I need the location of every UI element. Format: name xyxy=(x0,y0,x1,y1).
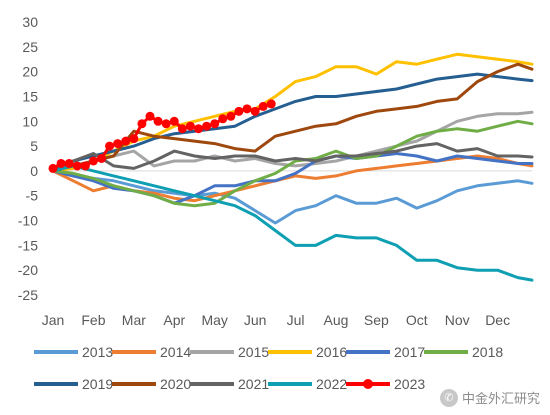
series-point-2023 xyxy=(145,111,155,121)
x-tick-label: Jul xyxy=(287,312,305,328)
y-tick-label: 10 xyxy=(22,113,38,129)
series-point-2023 xyxy=(218,114,228,124)
series-point-2023 xyxy=(80,161,90,171)
series-point-2023 xyxy=(185,121,195,131)
series-point-2023 xyxy=(137,119,147,129)
legend-label-2017: 2017 xyxy=(394,344,425,360)
series-point-2023 xyxy=(88,156,98,166)
legend-label-2020: 2020 xyxy=(160,376,191,392)
series-point-2023 xyxy=(129,134,139,144)
watermark: ✆ 中金外汇研究 xyxy=(439,388,540,407)
x-tick-label: Nov xyxy=(445,312,470,328)
wechat-icon: ✆ xyxy=(439,388,458,407)
y-axis: 30 25 20 15 10 5 0 -5 -10 -15 -20 -25 xyxy=(18,14,38,303)
x-tick-label: Jun xyxy=(244,312,267,328)
series-point-2023 xyxy=(169,116,179,126)
series-point-2023 xyxy=(113,139,123,149)
series-line-2013 xyxy=(51,169,534,225)
x-tick-label: May xyxy=(201,312,227,328)
series-point-2023 xyxy=(105,141,115,151)
y-tick-label: 5 xyxy=(30,138,38,154)
y-tick-label: 20 xyxy=(22,64,38,80)
series-point-2023 xyxy=(250,106,260,116)
series-point-2023 xyxy=(64,158,74,168)
legend-label-2013: 2013 xyxy=(82,344,113,360)
series-line-2021 xyxy=(51,142,534,173)
series-point-2023 xyxy=(210,119,220,129)
series-point-2023 xyxy=(121,136,131,146)
series-point-2023 xyxy=(226,111,236,121)
x-tick-label: Oct xyxy=(406,312,428,328)
series-line-2015 xyxy=(51,110,534,173)
series-point-2023 xyxy=(202,121,212,131)
series-point-2023 xyxy=(97,154,107,163)
legend-label-2015: 2015 xyxy=(238,344,269,360)
y-tick-label: 15 xyxy=(22,88,38,104)
series-point-2023 xyxy=(153,116,163,126)
x-tick-label: Sep xyxy=(364,312,389,328)
x-tick-label: Mar xyxy=(122,312,146,328)
y-tick-label: -15 xyxy=(18,237,38,253)
series-line-2020 xyxy=(51,62,534,173)
y-tick-label: -25 xyxy=(18,287,38,303)
legend: 2013 2014 2015 2016 2017 2018 2019 2020 2021 2022… xyxy=(34,344,503,392)
legend-label-2019: 2019 xyxy=(82,376,113,392)
x-tick-label: Aug xyxy=(323,312,348,328)
series-point-2023 xyxy=(72,161,82,171)
y-tick-label: 25 xyxy=(22,39,38,55)
legend-label-2014: 2014 xyxy=(160,344,191,360)
x-axis: Jan Feb Mar Apr May Jun Jul Aug Sep Oct Nov Dec xyxy=(42,312,510,328)
series-point-2023 xyxy=(266,99,276,109)
series-point-2023 xyxy=(234,106,244,116)
y-tick-label: -20 xyxy=(18,262,38,278)
x-tick-label: Apr xyxy=(163,312,185,328)
series-point-2023 xyxy=(161,119,171,129)
series-layer xyxy=(48,52,534,282)
y-tick-label: 30 xyxy=(22,14,38,30)
series-point-2023 xyxy=(194,124,204,134)
series-point-2023 xyxy=(177,124,187,134)
legend-label-2023: 2023 xyxy=(394,376,425,392)
series-line-2022 xyxy=(51,164,534,282)
watermark-text: 中金外汇研究 xyxy=(461,392,540,407)
y-tick-label: 0 xyxy=(30,163,38,179)
series-point-2023 xyxy=(56,158,66,168)
series-line-2019 xyxy=(51,72,534,173)
legend-label-2021: 2021 xyxy=(238,376,269,392)
x-tick-label: Jan xyxy=(42,312,65,328)
x-tick-label: Feb xyxy=(81,312,105,328)
legend-marker-2023 xyxy=(363,379,373,389)
y-tick-label: -10 xyxy=(18,213,38,229)
series-point-2023 xyxy=(258,101,268,111)
series-point-2023 xyxy=(242,104,252,114)
legend-label-2016: 2016 xyxy=(316,344,347,360)
y-tick-label: -5 xyxy=(26,188,39,204)
series-line-2018 xyxy=(51,119,534,208)
legend-label-2018: 2018 xyxy=(472,344,503,360)
x-tick-label: Dec xyxy=(485,312,510,328)
series-point-2023 xyxy=(48,163,58,173)
legend-label-2022: 2022 xyxy=(316,376,347,392)
